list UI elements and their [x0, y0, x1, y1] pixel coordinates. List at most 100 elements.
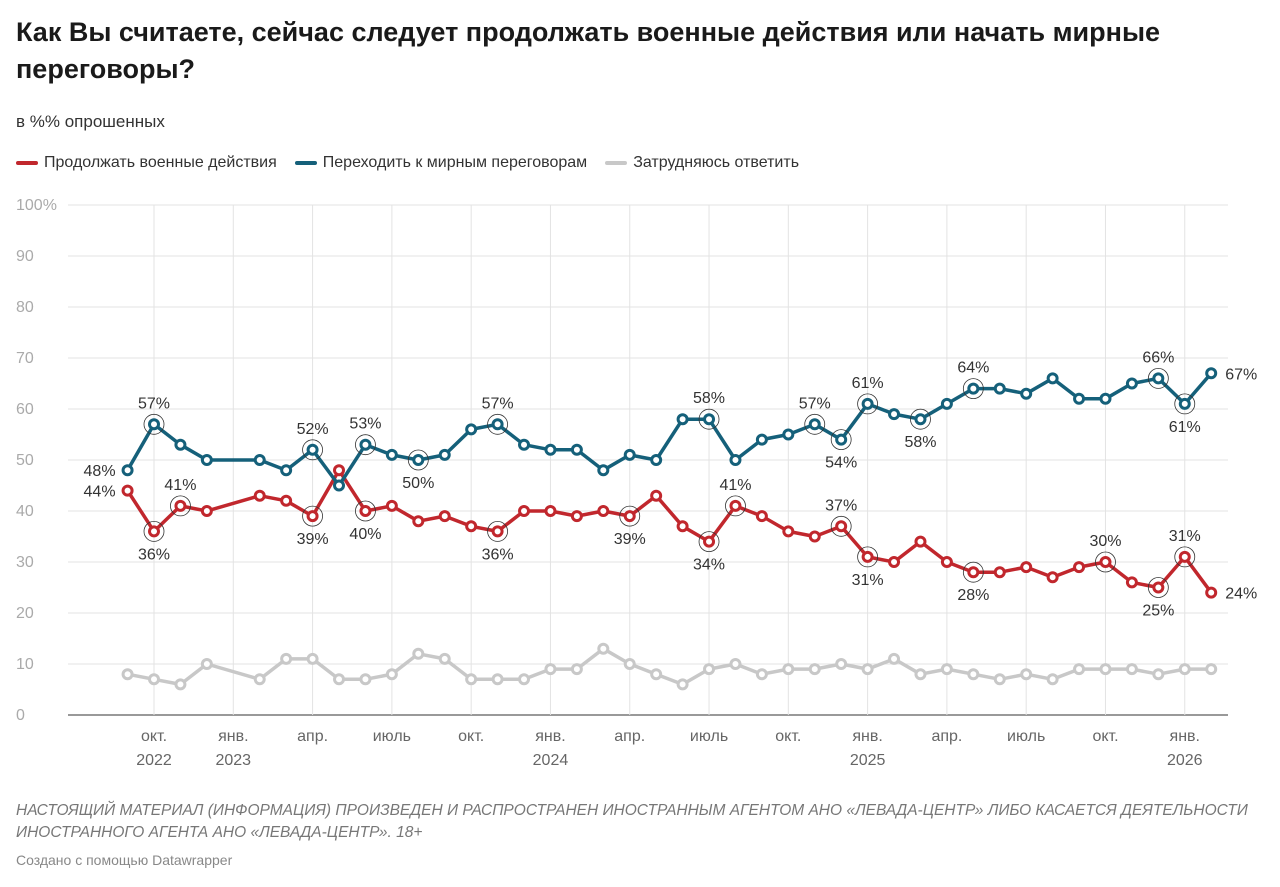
data-point	[623, 658, 636, 670]
y-tick-label: 40	[16, 503, 34, 520]
data-point	[1073, 392, 1086, 405]
data-point	[1152, 581, 1165, 594]
data-point	[306, 510, 319, 523]
data-point	[491, 418, 504, 431]
data-point	[914, 535, 927, 548]
data-point	[174, 438, 187, 451]
legend-swatch	[294, 161, 317, 165]
legend-swatch	[16, 161, 38, 165]
data-point	[253, 489, 266, 502]
data-point	[1178, 663, 1191, 676]
data-point	[888, 408, 901, 421]
data-point	[967, 382, 980, 395]
data-point	[253, 673, 266, 686]
legend: Продолжать военные действия Переходить к…	[16, 154, 799, 172]
data-point	[755, 668, 768, 681]
highlight-ring	[857, 546, 879, 568]
highlight-ring	[355, 500, 376, 522]
data-label: 41%	[164, 477, 196, 494]
data-point	[465, 673, 478, 686]
data-label: 39%	[297, 531, 329, 548]
data-point	[280, 652, 293, 665]
y-tick-label: 100%	[16, 197, 57, 214]
data-point	[412, 515, 425, 528]
data-label: 57%	[799, 395, 831, 412]
data-point	[703, 535, 716, 548]
data-point	[623, 448, 636, 461]
data-point	[914, 668, 927, 681]
data-label: 44%	[84, 484, 116, 501]
data-point	[174, 678, 187, 691]
data-point	[676, 678, 689, 691]
data-point	[148, 418, 160, 431]
data-point	[385, 448, 398, 461]
highlight-ring	[487, 413, 508, 435]
data-point	[121, 464, 134, 477]
data-label: 31%	[1169, 528, 1201, 545]
legend-label: Переходить к мирным переговорам	[322, 154, 588, 171]
x-tick-year: 2024	[533, 752, 569, 769]
data-point	[121, 484, 134, 497]
data-point	[1073, 663, 1086, 676]
data-label: 61%	[852, 375, 884, 392]
highlight-ring	[487, 521, 508, 542]
data-point	[835, 433, 848, 446]
data-point	[650, 668, 663, 681]
data-point	[888, 652, 901, 665]
data-point	[359, 673, 372, 686]
x-tick-label: апр.	[614, 728, 645, 745]
data-point	[993, 566, 1006, 579]
highlight-ring	[725, 495, 746, 517]
data-point	[782, 525, 795, 538]
data-point	[518, 438, 531, 451]
y-tick-label: 0	[16, 707, 25, 724]
x-tick-year: 2026	[1167, 752, 1203, 769]
data-point	[491, 525, 504, 538]
data-point	[1125, 576, 1138, 589]
legend-item-negotiate: Переходить к мирным переговорам	[294, 154, 588, 172]
x-tick-label: июль	[373, 728, 411, 745]
data-label: 61%	[1169, 419, 1201, 436]
data-label: 40%	[349, 526, 381, 543]
data-point	[597, 642, 610, 655]
data-label: 67%	[1225, 366, 1257, 383]
x-tick-label: окт.	[775, 728, 801, 745]
data-point	[940, 663, 953, 676]
data-point	[570, 663, 583, 676]
data-point	[385, 499, 398, 512]
data-label: 52%	[297, 421, 329, 438]
data-label: 30%	[1089, 533, 1121, 550]
highlight-ring	[830, 429, 852, 451]
data-point	[1099, 556, 1112, 568]
legend-label: Продолжать военные действия	[44, 154, 277, 171]
data-point	[544, 443, 557, 456]
legend-item-continue: Продолжать военные действия	[16, 154, 277, 172]
data-label: 36%	[138, 546, 170, 563]
data-point	[861, 663, 874, 676]
data-point	[544, 505, 557, 517]
data-point	[967, 668, 980, 681]
highlight-ring	[355, 434, 376, 456]
data-label: 57%	[138, 395, 170, 412]
data-point	[438, 448, 451, 461]
data-label: 31%	[852, 572, 884, 589]
highlight-ring	[1147, 577, 1169, 598]
data-point	[940, 556, 953, 568]
highlight-ring	[302, 505, 323, 527]
data-label: 48%	[84, 463, 116, 480]
data-point	[597, 505, 610, 517]
data-point	[597, 464, 610, 477]
legend-swatch	[605, 161, 628, 165]
data-point	[993, 673, 1006, 686]
highlight-ring	[698, 408, 720, 430]
data-point	[861, 397, 874, 410]
data-label: 50%	[402, 475, 434, 492]
highlight-ring	[302, 439, 323, 461]
data-point	[280, 464, 293, 477]
highlight-ring	[619, 505, 641, 527]
data-point	[1046, 673, 1059, 686]
data-point	[1020, 668, 1033, 681]
x-tick-label: окт.	[458, 728, 484, 745]
data-label: 28%	[957, 587, 989, 604]
highlight-ring	[830, 515, 852, 537]
